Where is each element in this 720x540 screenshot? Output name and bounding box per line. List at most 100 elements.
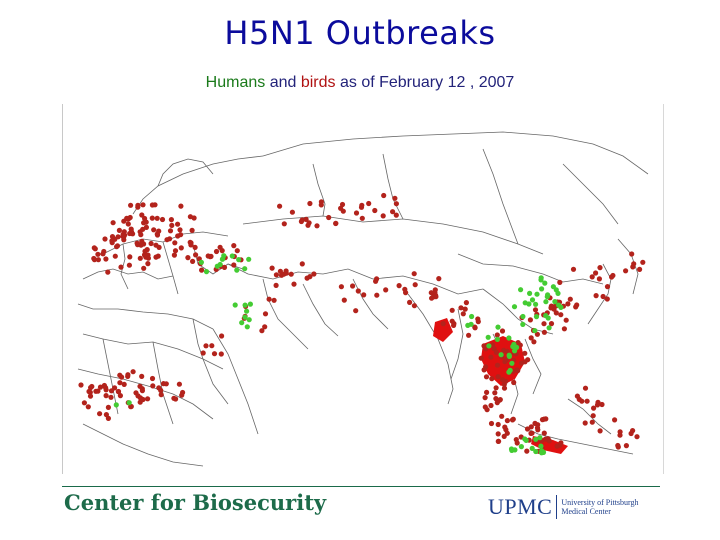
country-borders: [77, 131, 649, 467]
bird-outbreak-marker: [87, 393, 94, 399]
bird-outbreak-marker: [103, 385, 109, 391]
bird-outbreak-marker: [492, 390, 498, 396]
bird-outbreak-marker: [169, 222, 175, 228]
bird-outbreak-marker: [311, 271, 317, 277]
bird-outbreak-marker: [493, 349, 499, 355]
bird-outbreak-marker: [89, 383, 95, 390]
human-case-marker: [465, 322, 471, 328]
bird-outbreak-marker: [494, 362, 501, 368]
bird-outbreak-marker: [600, 293, 606, 300]
bird-outbreak-marker: [548, 321, 555, 327]
bird-outbreak-marker: [289, 209, 295, 215]
bird-outbreak-marker: [281, 221, 287, 227]
bird-outbreak-marker: [149, 215, 155, 221]
bird-outbreak-marker: [482, 395, 488, 401]
border-line: [132, 155, 264, 215]
bird-outbreak-marker: [333, 220, 339, 226]
bird-outbreak-marker: [200, 350, 206, 356]
bird-outbreak-marker: [599, 401, 605, 408]
bird-outbreak-marker: [353, 210, 360, 216]
bird-outbreak-marker: [511, 379, 517, 386]
border-line: [372, 275, 484, 295]
bird-outbreak-marker: [117, 393, 123, 399]
bird-outbreak-marker: [412, 282, 418, 288]
bird-outbreak-marker: [494, 400, 500, 406]
border-line: [162, 241, 179, 295]
bird-outbreak-marker: [117, 372, 123, 378]
human-case-marker: [217, 261, 223, 268]
border-line: [77, 368, 214, 420]
bird-outbreak-marker: [515, 368, 521, 374]
border-line: [152, 341, 174, 425]
human-case-marker: [518, 287, 524, 293]
bird-outbreak-marker: [484, 389, 490, 395]
human-case-marker: [509, 360, 515, 366]
bird-outbreak-marker: [283, 268, 289, 274]
bird-outbreak-marker: [140, 396, 146, 403]
bird-outbreak-marker: [558, 440, 564, 446]
bird-outbreak-marker: [145, 396, 151, 402]
bird-outbreak-marker: [273, 282, 279, 288]
human-case-marker: [219, 256, 225, 262]
upmc-subtitle-line2: Medical Center: [561, 507, 611, 516]
bird-outbreak-marker: [173, 396, 179, 402]
bird-outbreak-marker: [488, 402, 494, 409]
bird-outbreak-marker: [630, 264, 636, 270]
bird-outbreak-marker: [565, 301, 571, 307]
bird-outbreak-marker: [139, 386, 145, 392]
bird-outbreak-marker: [567, 296, 573, 302]
bird-outbreak-marker: [493, 396, 499, 402]
bird-outbreak-marker: [528, 335, 534, 341]
bird-outbreak-marker: [178, 203, 184, 209]
bird-outbreak-marker: [350, 283, 356, 289]
human-case-marker: [538, 443, 544, 449]
human-case-marker: [538, 275, 544, 281]
border-line: [450, 308, 464, 380]
bird-outbreak-marker: [534, 331, 540, 337]
bird-outbreak-marker: [411, 303, 417, 309]
bird-outbreak-marker: [158, 387, 164, 393]
upmc-subtitle: University of Pittsburgh Medical Center: [561, 498, 638, 516]
border-line: [517, 423, 634, 455]
border-line: [524, 338, 542, 395]
bird-outbreak-marker: [458, 305, 464, 311]
bird-outbreak-marker: [189, 227, 195, 233]
bird-outbreak-marker: [231, 243, 237, 249]
human-case-marker: [534, 291, 540, 297]
bird-outbreak-marker: [124, 215, 130, 221]
bird-outbreak-marker: [151, 227, 157, 233]
bird-outbreak-marker: [203, 343, 209, 349]
bird-outbreak-marker: [277, 268, 283, 274]
bird-outbreak-marker: [584, 398, 590, 404]
bird-outbreak-marker: [528, 430, 534, 436]
bird-outbreak-marker: [514, 440, 520, 446]
human-case-marker: [486, 343, 492, 349]
bird-outbreak-marker: [185, 255, 191, 261]
bird-outbreak-marker: [171, 252, 177, 258]
bird-outbreak-marker: [303, 216, 309, 222]
human-case-marker: [506, 369, 512, 375]
human-case-marker: [533, 301, 539, 307]
bird-outbreak-marker: [358, 204, 365, 210]
human-case-marker: [550, 284, 556, 290]
human-case-marker: [552, 299, 558, 305]
footer-divider: [62, 486, 660, 487]
bird-outbreak-marker: [451, 322, 457, 328]
bird-outbreak-marker: [604, 284, 611, 290]
bird-outbreak-marker: [199, 267, 205, 273]
bird-outbreak-marker: [495, 421, 501, 428]
human-case-marker: [522, 436, 528, 442]
bird-outbreak-marker: [128, 404, 134, 410]
bird-outbreak-marker: [372, 207, 378, 214]
border-line: [567, 398, 612, 435]
bird-outbreak-marker: [130, 369, 136, 375]
bird-outbreak-marker: [393, 212, 399, 218]
border-line: [227, 263, 374, 280]
bird-outbreak-marker: [121, 381, 127, 387]
bird-outbreak-marker: [532, 420, 538, 426]
bird-outbreak-marker: [141, 220, 147, 226]
bird-outbreak-marker: [493, 385, 499, 391]
bird-outbreak-marker: [548, 303, 554, 309]
bird-outbreak-marker: [140, 202, 146, 208]
bird-outbreak-marker: [277, 203, 283, 209]
